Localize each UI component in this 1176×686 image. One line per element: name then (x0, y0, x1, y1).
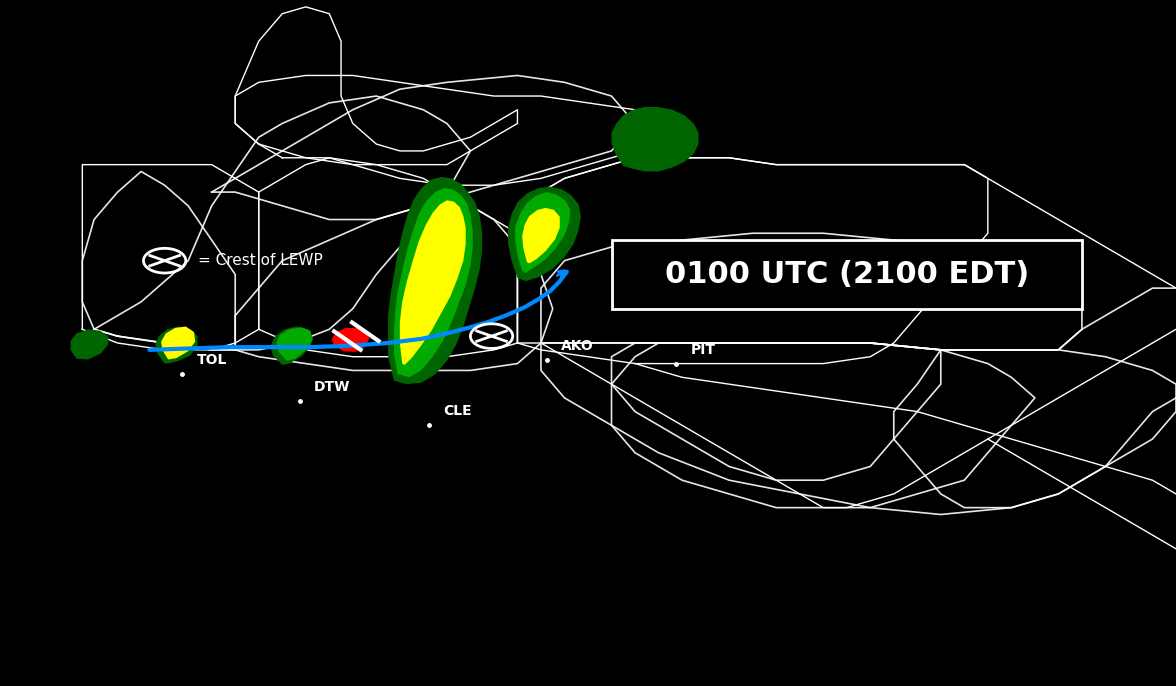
Polygon shape (394, 188, 473, 377)
Polygon shape (332, 328, 369, 352)
FancyBboxPatch shape (612, 240, 1082, 309)
Text: PIT: PIT (690, 343, 715, 357)
Polygon shape (612, 107, 699, 172)
Polygon shape (270, 327, 313, 365)
Text: = Crest of LEWP: = Crest of LEWP (198, 253, 322, 268)
Polygon shape (388, 177, 482, 384)
Polygon shape (276, 327, 313, 361)
Polygon shape (522, 208, 560, 263)
Text: AKO: AKO (561, 340, 594, 353)
Polygon shape (155, 327, 198, 364)
Polygon shape (508, 187, 581, 281)
Polygon shape (515, 192, 570, 273)
Text: DTW: DTW (314, 381, 350, 394)
Polygon shape (71, 329, 108, 359)
Text: CLE: CLE (443, 405, 472, 418)
Text: TOL: TOL (196, 353, 227, 367)
Polygon shape (161, 327, 195, 359)
Polygon shape (400, 200, 466, 365)
Text: 0100 UTC (2100 EDT): 0100 UTC (2100 EDT) (664, 260, 1029, 289)
